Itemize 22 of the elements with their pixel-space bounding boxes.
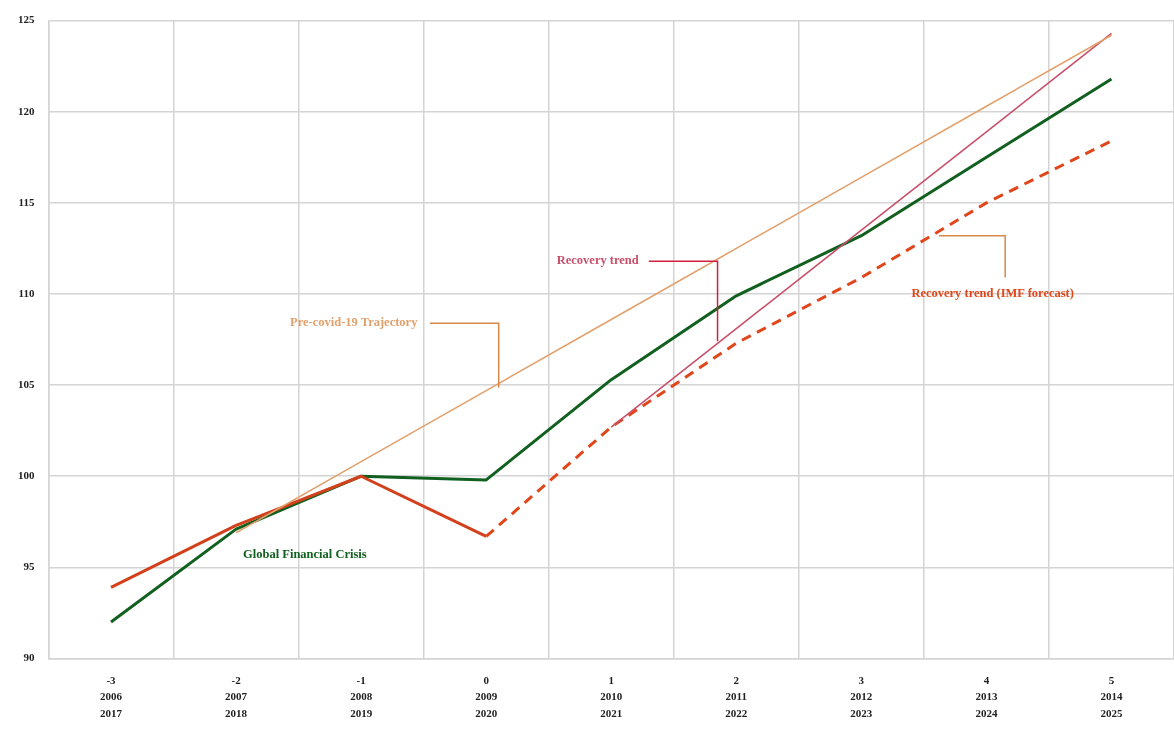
y-tick-label: 120	[18, 104, 35, 117]
y-tick-label: 95	[23, 560, 35, 573]
x-tick-label: -3 2006 2017	[100, 673, 123, 719]
y-tick-label: 110	[18, 286, 35, 299]
line-series	[484, 139, 1113, 538]
x-tick-label: 5 2014 2025	[1100, 673, 1123, 719]
x-tick-label: 4 2013 2024	[975, 673, 998, 719]
text: Recovery trend	[556, 253, 639, 268]
text: Pre-covid-19 Trajectory	[290, 315, 419, 330]
y-tick-label: 100	[18, 469, 35, 482]
y-tick-label: 125	[18, 13, 35, 26]
x-tick-label: -2 2007 2018	[225, 673, 248, 719]
text: Recovery trend (IMF forecast)	[911, 286, 1074, 301]
x-tick-label: -1 2008 2019	[350, 673, 373, 719]
x-tick-label: 1 2010 2021	[600, 673, 623, 719]
x-tick-label: 3 2012 2023	[850, 673, 873, 719]
y-tick-label: 115	[18, 195, 35, 208]
x-tick-label: 0 2009 2020	[475, 673, 498, 719]
y-tick-label: 90	[23, 651, 35, 664]
x-tick-label: 2 2011 2022	[725, 673, 748, 719]
series-label: Global Financial Crisis	[243, 546, 367, 561]
y-tick-label: 105	[18, 377, 35, 390]
